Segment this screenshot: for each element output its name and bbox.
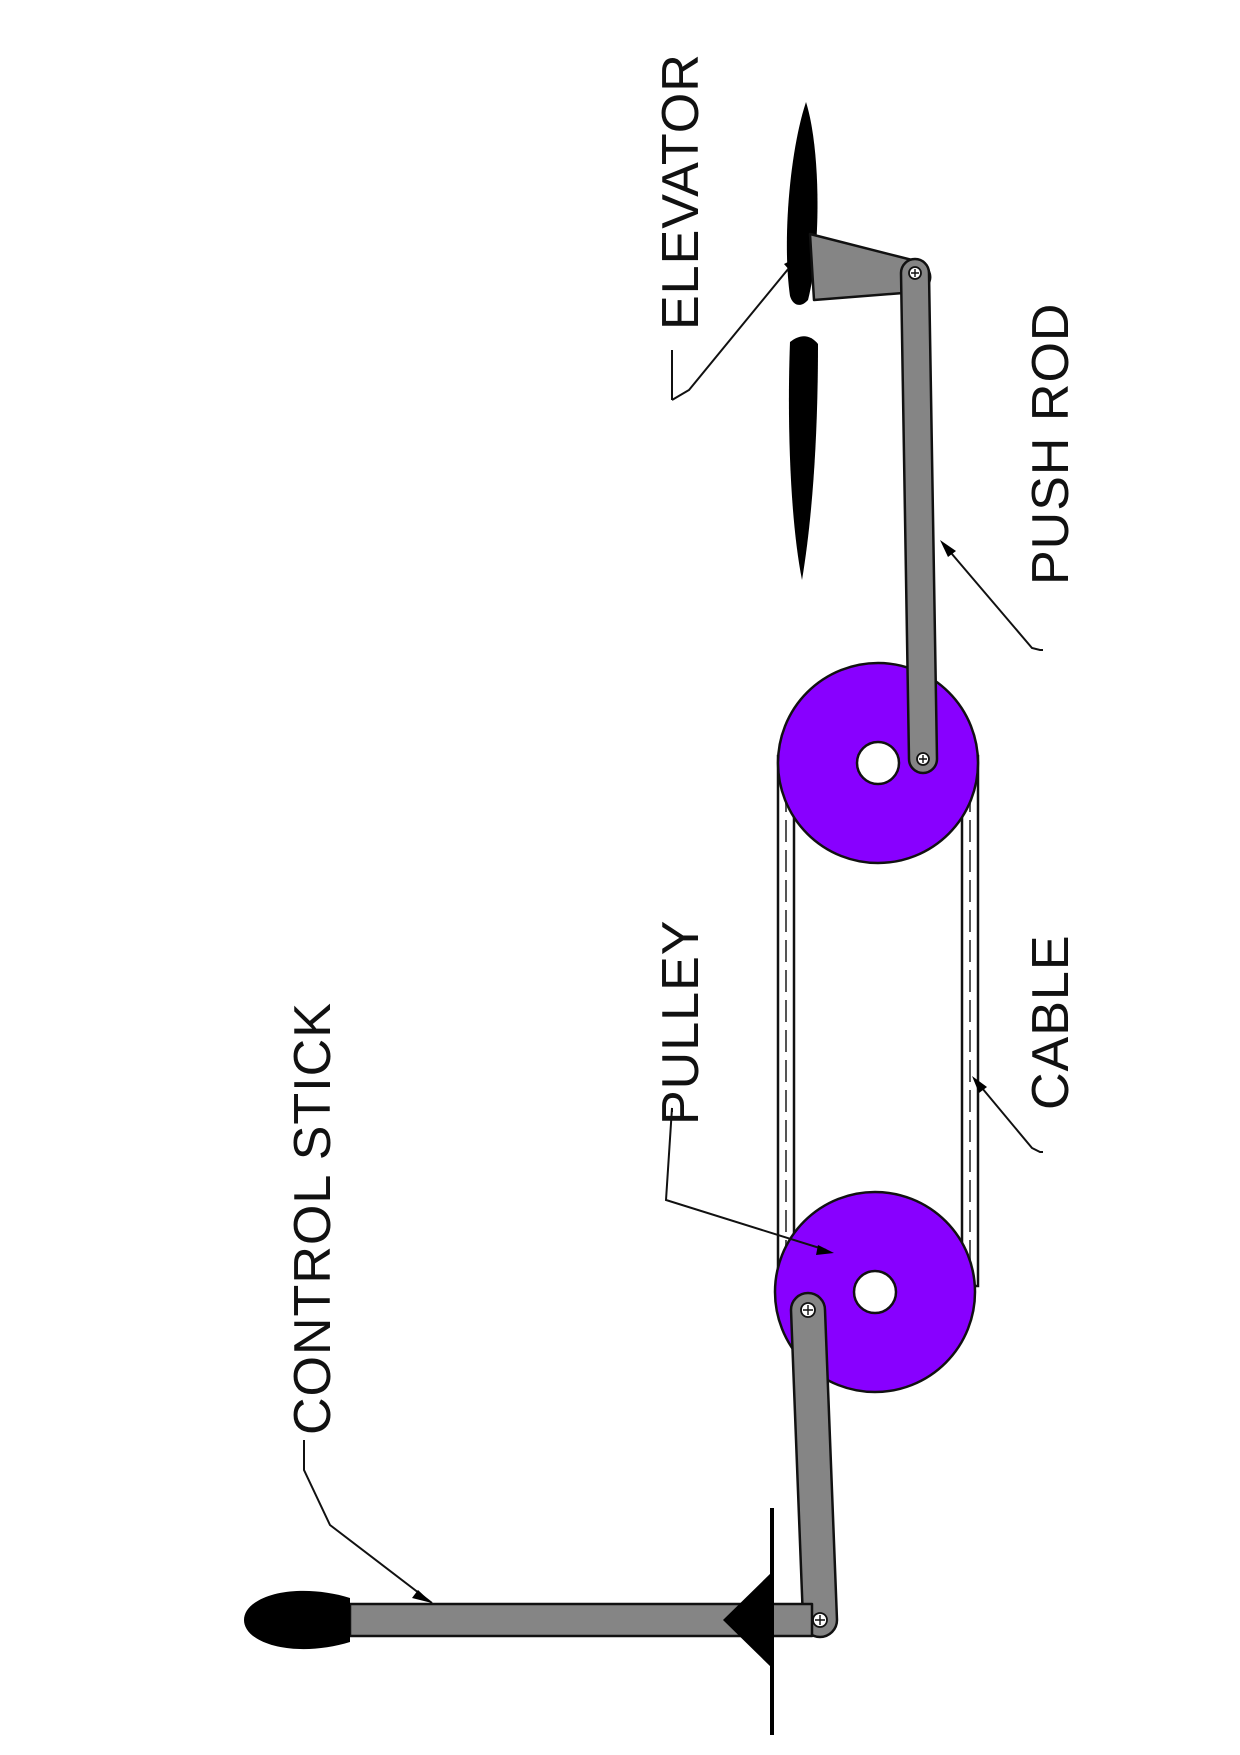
arrowhead-icon — [784, 257, 798, 272]
label-push-rod: PUSH ROD — [1022, 303, 1080, 585]
elevator-surface-upper — [786, 102, 818, 305]
pulley-upper-hub — [855, 740, 901, 786]
leader-push-rod — [940, 540, 1043, 651]
arrowhead-icon — [940, 540, 956, 557]
control-stick — [244, 1508, 828, 1735]
control-stick-grip — [244, 1590, 350, 1650]
push-rod-upper-link — [899, 257, 939, 775]
label-pulley: PULLEY — [652, 920, 710, 1125]
arrowhead-icon — [816, 1245, 834, 1255]
elevator-surface-lower — [788, 336, 818, 580]
pulley-upper — [776, 661, 980, 865]
label-cable: CABLE — [1022, 934, 1080, 1110]
leader-control-stick — [303, 1440, 433, 1604]
arrowhead-icon — [972, 1076, 987, 1093]
control-stick-base-wedge — [723, 1572, 772, 1668]
arrowhead-icon — [412, 1590, 432, 1603]
label-elevator: ELEVATOR — [652, 53, 710, 330]
leader-elevator — [671, 257, 798, 401]
leader-pulley — [664, 1107, 834, 1255]
label-control-stick: CONTROL STICK — [284, 1002, 342, 1435]
push-rod — [899, 257, 939, 775]
pulley-lower-hub — [852, 1269, 898, 1315]
cable — [776, 754, 980, 1288]
leader-cable — [972, 1076, 1043, 1153]
